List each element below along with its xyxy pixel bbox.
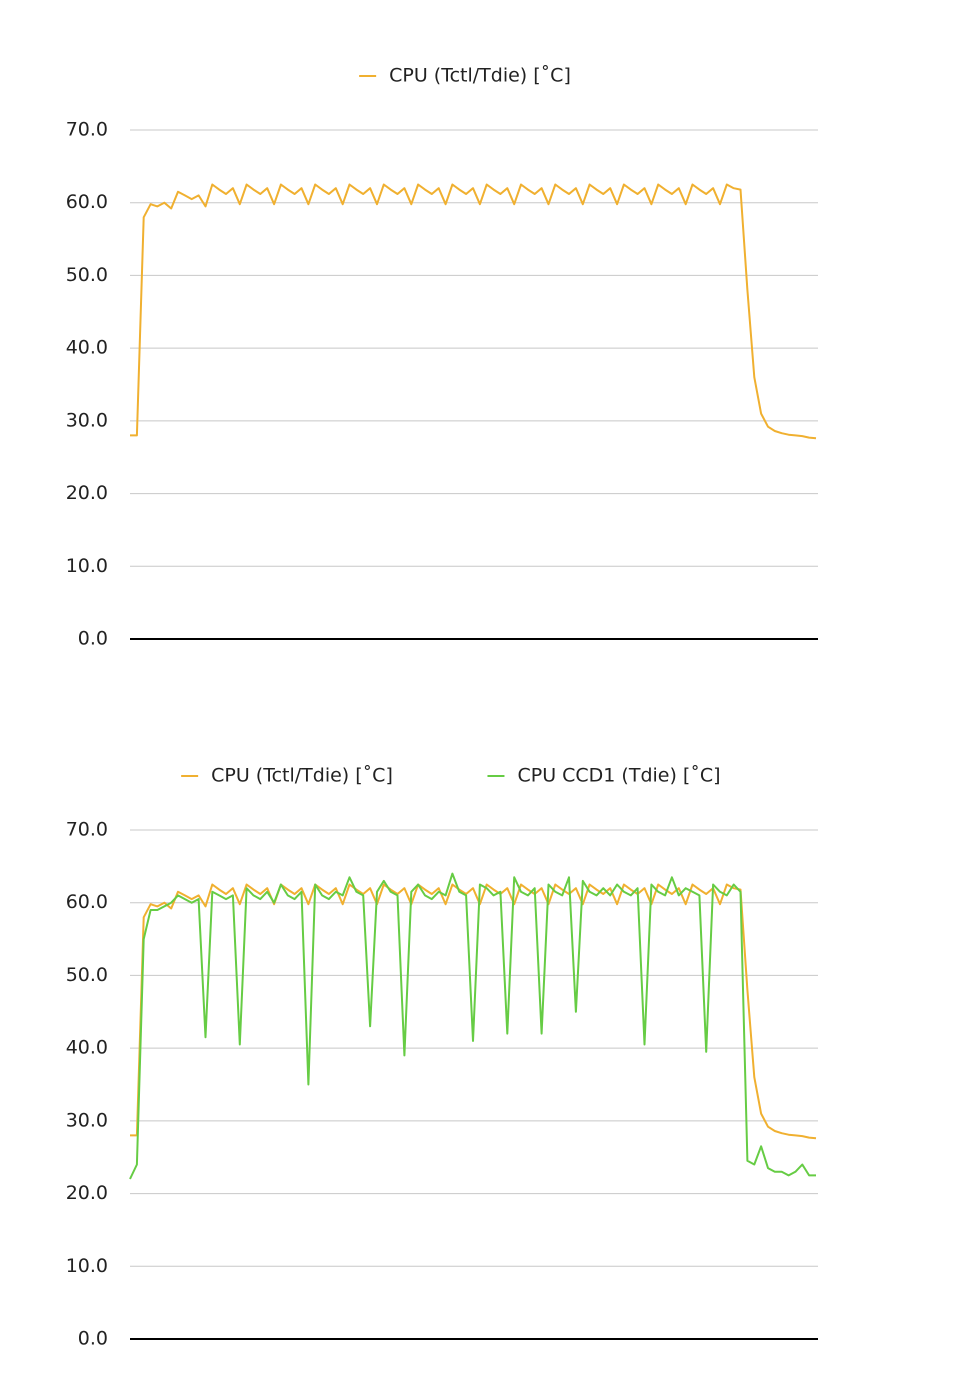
series-line	[130, 183, 817, 440]
y-tick-label: 40.0	[66, 1037, 108, 1059]
legend-label: CPU CCD1 (Tdie) [˚C]	[517, 765, 720, 787]
y-tick-label: 0.0	[78, 1328, 108, 1350]
y-tick-label: 50.0	[66, 264, 108, 286]
y-tick-label: 70.0	[66, 119, 108, 141]
y-tick-label: 20.0	[66, 1182, 108, 1204]
y-tick-label: 30.0	[66, 409, 108, 431]
y-tick-label: 0.0	[78, 628, 108, 650]
y-tick-label: 50.0	[66, 964, 108, 986]
series-line	[129, 872, 816, 1180]
legend-label: CPU (Tctl/Tdie) [˚C]	[211, 765, 393, 787]
y-tick-label: 70.0	[66, 819, 108, 841]
y-tick-label: 20.0	[66, 482, 108, 504]
y-tick-label: 60.0	[66, 191, 108, 213]
y-tick-label: 10.0	[66, 1255, 108, 1277]
series-line	[130, 883, 817, 1140]
y-tick-label: 40.0	[66, 337, 108, 359]
y-tick-label: 10.0	[66, 555, 108, 577]
y-tick-label: 30.0	[66, 1109, 108, 1131]
y-tick-label: 60.0	[66, 891, 108, 913]
legend-label: CPU (Tctl/Tdie) [˚C]	[389, 65, 571, 87]
